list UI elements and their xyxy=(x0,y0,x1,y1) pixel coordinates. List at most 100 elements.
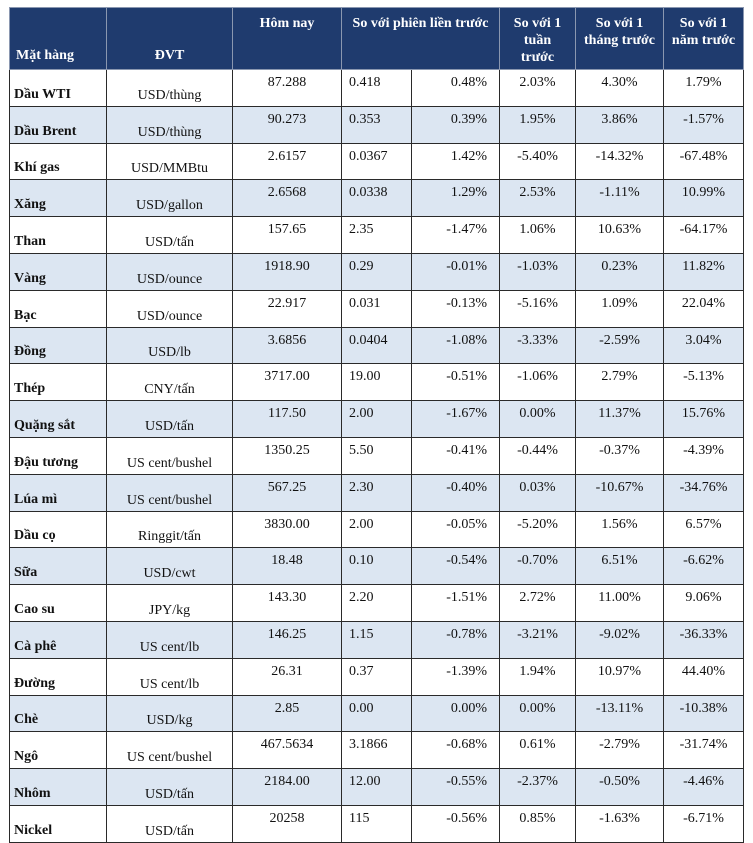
cell-month: 0.23% xyxy=(575,252,665,291)
cell-today: 18.48 xyxy=(232,547,342,586)
cell-year: -1.57% xyxy=(663,105,745,144)
cell-year: -6.62% xyxy=(663,547,745,586)
cell-unit: USD/thùng xyxy=(106,69,233,107)
cell-change: 2.20 xyxy=(341,584,412,622)
cell-change: 3.1866 xyxy=(341,731,412,770)
table-row: Than USD/tấn 157.65 2.35 -1.47% 1.06% 10.63% -6… xyxy=(9,216,745,254)
cell-month: 6.51% xyxy=(575,547,665,586)
cell-change-pct: -0.51% xyxy=(410,363,501,402)
header-vs-week: So với 1 tuần trước xyxy=(499,7,577,70)
cell-today: 1918.90 xyxy=(232,252,342,291)
cell-today: 22.917 xyxy=(232,289,342,328)
cell-year: -36.33% xyxy=(663,620,745,659)
cell-week: -5.16% xyxy=(499,289,577,328)
cell-today: 2.85 xyxy=(232,694,342,733)
cell-today: 2184.00 xyxy=(232,768,342,806)
table-row: Dầu Brent USD/thùng 90.273 0.353 0.39% 1.95% 3… xyxy=(9,105,745,144)
table-row: Bạc USD/ounce 22.917 0.031 -0.13% -5.16% 1.09%… xyxy=(9,289,745,328)
table-row: Đồng USD/lb 3.6856 0.0404 -1.08% -3.33% -2.59%… xyxy=(9,326,745,365)
cell-item: Dầu WTI xyxy=(9,69,107,107)
cell-unit: US cent/bushel xyxy=(106,473,233,512)
cell-change-pct: -0.68% xyxy=(410,731,501,770)
cell-year: -4.46% xyxy=(663,768,745,806)
cell-change: 0.37 xyxy=(341,657,412,696)
table-row: Đường US cent/lb 26.31 0.37 -1.39% 1.94% 10.97… xyxy=(9,657,745,696)
table-row: Dầu WTI USD/thùng 87.288 0.418 0.48% 2.03% 4.3… xyxy=(9,69,745,107)
cell-month: -10.67% xyxy=(575,473,665,512)
cell-change: 0.10 xyxy=(341,547,412,586)
cell-unit: USD/MMBtu xyxy=(106,142,233,181)
cell-item: Vàng xyxy=(9,252,107,291)
cell-month: -13.11% xyxy=(575,694,665,733)
commodity-price-table: Mặt hàng ĐVT Hôm nay So với phiên liền t… xyxy=(9,7,745,843)
cell-unit: US cent/bushel xyxy=(106,731,233,770)
header-vs-year: So với 1 năm trước xyxy=(663,7,745,70)
cell-year: 6.57% xyxy=(663,510,745,549)
cell-week: -5.40% xyxy=(499,142,577,181)
cell-year: -4.39% xyxy=(663,436,745,475)
cell-change-pct: -1.39% xyxy=(410,657,501,696)
cell-week: 0.00% xyxy=(499,694,577,733)
cell-today: 90.273 xyxy=(232,105,342,144)
cell-year: -67.48% xyxy=(663,142,745,181)
cell-week: 1.95% xyxy=(499,105,577,144)
cell-month: -0.37% xyxy=(575,436,665,475)
cell-unit: USD/tấn xyxy=(106,804,233,843)
cell-year: -64.17% xyxy=(663,216,745,254)
cell-item: Khí gas xyxy=(9,142,107,181)
cell-unit: JPY/kg xyxy=(106,584,233,622)
cell-month: 10.97% xyxy=(575,657,665,696)
cell-today: 3830.00 xyxy=(232,510,342,549)
table-row: Đậu tương US cent/bushel 1350.25 5.50 -0.41%… xyxy=(9,436,745,475)
cell-week: -2.37% xyxy=(499,768,577,806)
cell-change-pct: -1.47% xyxy=(410,216,501,254)
table-row: Thép CNY/tấn 3717.00 19.00 -0.51% -1.06% 2.79%… xyxy=(9,363,745,402)
cell-unit: US cent/bushel xyxy=(106,436,233,475)
cell-year: 1.79% xyxy=(663,69,745,107)
cell-unit: USD/gallon xyxy=(106,179,233,218)
cell-change: 2.30 xyxy=(341,473,412,512)
header-vs-month: So với 1 tháng trước xyxy=(575,7,665,70)
cell-item: Dầu cọ xyxy=(9,510,107,549)
cell-month: 10.63% xyxy=(575,216,665,254)
cell-item: Xăng xyxy=(9,179,107,218)
cell-unit: USD/ounce xyxy=(106,289,233,328)
cell-month: -9.02% xyxy=(575,620,665,659)
cell-unit: USD/ounce xyxy=(106,252,233,291)
cell-change: 0.0367 xyxy=(341,142,412,181)
cell-change-pct: -0.54% xyxy=(410,547,501,586)
cell-year: -6.71% xyxy=(663,804,745,843)
cell-change: 1.15 xyxy=(341,620,412,659)
cell-week: 1.94% xyxy=(499,657,577,696)
cell-change-pct: 0.00% xyxy=(410,694,501,733)
cell-unit: USD/cwt xyxy=(106,547,233,586)
cell-change: 2.00 xyxy=(341,400,412,438)
cell-change-pct: 1.42% xyxy=(410,142,501,181)
cell-unit: Ringgit/tấn xyxy=(106,510,233,549)
cell-month: 4.30% xyxy=(575,69,665,107)
cell-year: -34.76% xyxy=(663,473,745,512)
cell-today: 146.25 xyxy=(232,620,342,659)
cell-change: 0.0404 xyxy=(341,326,412,365)
cell-year: 44.40% xyxy=(663,657,745,696)
cell-change: 19.00 xyxy=(341,363,412,402)
table-row: Quặng sắt USD/tấn 117.50 2.00 -1.67% 0.00% 11.… xyxy=(9,400,745,438)
table-row: Cao su JPY/kg 143.30 2.20 -1.51% 2.72% 11.00% 9… xyxy=(9,584,745,622)
cell-item: Đường xyxy=(9,657,107,696)
header-today: Hôm nay xyxy=(232,7,342,70)
cell-item: Ngô xyxy=(9,731,107,770)
cell-year: 15.76% xyxy=(663,400,745,438)
cell-today: 26.31 xyxy=(232,657,342,696)
cell-change-pct: -0.01% xyxy=(410,252,501,291)
cell-item: Dầu Brent xyxy=(9,105,107,144)
table-row: Lúa mì US cent/bushel 567.25 2.30 -0.40% 0.03… xyxy=(9,473,745,512)
cell-change-pct: -0.41% xyxy=(410,436,501,475)
table-row: Ngô US cent/bushel 467.5634 3.1866 -0.68% 0.6… xyxy=(9,731,745,770)
cell-week: -5.20% xyxy=(499,510,577,549)
cell-month: -2.59% xyxy=(575,326,665,365)
table-row: Dầu cọ Ringgit/tấn 3830.00 2.00 -0.05% -5.20%… xyxy=(9,510,745,549)
cell-item: Cà phê xyxy=(9,620,107,659)
cell-change: 0.0338 xyxy=(341,179,412,218)
cell-week: 2.53% xyxy=(499,179,577,218)
table-row: Chè USD/kg 2.85 0.00 0.00% 0.00% -13.11% -10.38… xyxy=(9,694,745,733)
